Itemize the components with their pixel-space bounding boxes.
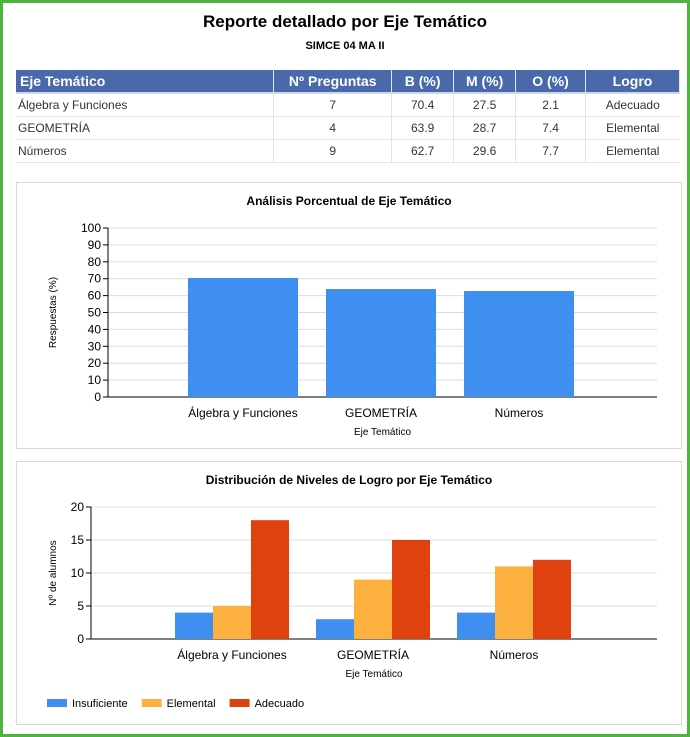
x-tick-label: Números <box>495 406 544 420</box>
y-tick-label: 70 <box>88 272 102 286</box>
percent-chart-title: Análisis Porcentual de Eje Temático <box>246 194 452 208</box>
cell-o: 7.4 <box>515 116 587 140</box>
bar <box>464 291 574 397</box>
report-subtitle: SIMCE 04 MA II <box>305 40 385 52</box>
y-tick-label: 80 <box>88 255 102 269</box>
distribution-chart: 0 5 10 15 20 Álgebra y Funciones GEOMETRÍA Núme… <box>47 500 657 710</box>
table-header-row: Eje Temático Nº Preguntas B (%) M (%) O … <box>16 70 680 94</box>
legend-swatch-adecuado <box>229 699 250 707</box>
summary-table: Eje Temático Nº Preguntas B (%) M (%) O … <box>16 70 680 163</box>
table-row: GEOMETRÍA 4 63.9 28.7 7.4 Elemental <box>16 116 680 140</box>
distribution-chart-title: Distribución de Niveles de Logro por Eje… <box>205 473 493 487</box>
legend-label-insuficiente: Insuficiente <box>72 698 128 710</box>
header-preguntas: Nº Preguntas <box>273 70 393 94</box>
y-tick-label: 20 <box>88 356 102 370</box>
header-b: B (%) <box>391 70 455 94</box>
y-tick-label: 15 <box>71 533 85 547</box>
legend-swatch-elemental <box>141 699 162 707</box>
y-tick-label: 50 <box>88 306 102 320</box>
cell-preguntas: 4 <box>273 116 393 140</box>
y-tick-label: 0 <box>94 390 101 404</box>
percent-chart: 0 10 20 30 40 50 60 70 80 90 100 Álgebra y Funcione… <box>48 221 657 438</box>
distribution-chart-panel: Distribución de Niveles de Logro por Eje… <box>16 461 682 725</box>
cell-logro: Adecuado <box>585 93 680 117</box>
legend-label-adecuado: Adecuado <box>255 698 305 710</box>
bar-adecuado <box>251 520 289 639</box>
bar-insuficiente <box>175 612 213 639</box>
bar-elemental <box>354 579 392 639</box>
y-tick-label: 60 <box>88 289 102 303</box>
cell-b: 63.9 <box>391 116 455 140</box>
bar-insuficiente <box>457 612 495 639</box>
x-axis-title: Eje Temático <box>354 427 412 438</box>
bar <box>188 278 298 397</box>
cell-o: 2.1 <box>515 93 587 117</box>
header-eje: Eje Temático <box>16 70 275 94</box>
y-tick-label: 20 <box>71 500 85 514</box>
header-logro: Logro <box>585 70 680 94</box>
y-axis-title: Nº de alumnos <box>48 540 59 605</box>
cell-eje: GEOMETRÍA <box>16 116 275 140</box>
y-tick-label: 10 <box>88 373 102 387</box>
cell-b: 62.7 <box>391 139 455 163</box>
bar-adecuado <box>533 559 571 639</box>
cell-logro: Elemental <box>585 139 680 163</box>
report-title: Reporte detallado por Eje Temático <box>202 12 488 31</box>
table-row: Números 9 62.7 29.6 7.7 Elemental <box>16 139 680 163</box>
y-tick-label: 40 <box>88 322 102 336</box>
bar-adecuado <box>392 540 430 639</box>
table-row: Álgebra y Funciones 7 70.4 27.5 2.1 Adec… <box>16 93 680 117</box>
header-o: O (%) <box>515 70 587 94</box>
x-tick-label: Álgebra y Funciones <box>188 405 297 420</box>
cell-preguntas: 9 <box>273 139 393 163</box>
y-tick-label: 90 <box>88 238 102 252</box>
header-m: M (%) <box>453 70 517 94</box>
x-tick-label: Números <box>490 648 539 662</box>
legend-swatch-insuficiente <box>47 699 67 707</box>
x-tick-label: Álgebra y Funciones <box>177 647 286 662</box>
bar <box>326 289 436 397</box>
cell-m: 29.6 <box>453 139 517 163</box>
x-tick-label: GEOMETRÍA <box>345 405 417 420</box>
cell-o: 7.7 <box>515 139 587 163</box>
x-tick-label: GEOMETRÍA <box>337 647 409 662</box>
cell-m: 28.7 <box>453 116 517 140</box>
y-tick-label: 0 <box>77 632 84 646</box>
cell-eje: Números <box>16 139 275 163</box>
cell-b: 70.4 <box>391 93 455 117</box>
cell-logro: Elemental <box>585 116 680 140</box>
bar-elemental <box>213 606 251 639</box>
y-tick-label: 30 <box>88 339 102 353</box>
y-tick-label: 10 <box>71 566 85 580</box>
cell-preguntas: 7 <box>273 93 393 117</box>
y-tick-label: 100 <box>81 221 101 235</box>
x-axis-title: Eje Temático <box>345 669 403 680</box>
cell-eje: Álgebra y Funciones <box>16 93 275 117</box>
bar-insuficiente <box>316 619 354 639</box>
y-tick-label: 5 <box>77 599 84 613</box>
bar-elemental <box>495 566 533 639</box>
y-axis-title: Respuestas (%) <box>48 277 59 348</box>
legend-label-elemental: Elemental <box>167 698 216 710</box>
percent-chart-panel: Análisis Porcentual de Eje Temático 0 10 2… <box>16 182 682 449</box>
cell-m: 27.5 <box>453 93 517 117</box>
